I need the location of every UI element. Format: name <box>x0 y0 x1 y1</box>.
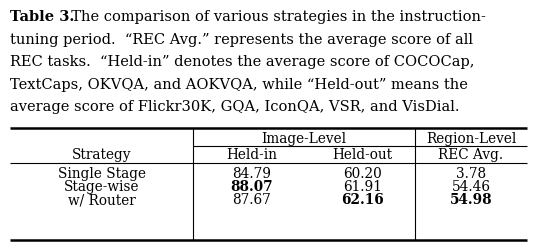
Text: 62.16: 62.16 <box>341 193 384 207</box>
Text: Table 3.: Table 3. <box>10 10 75 24</box>
Text: Image-Level: Image-Level <box>262 132 346 146</box>
Text: 3.78: 3.78 <box>456 167 486 181</box>
Text: w/ Router: w/ Router <box>68 193 135 207</box>
Text: Strategy: Strategy <box>72 148 131 162</box>
Text: 87.67: 87.67 <box>232 193 271 207</box>
Text: 60.20: 60.20 <box>343 167 382 181</box>
Text: TextCaps, OKVQA, and AOKVQA, while “Held-out” means the: TextCaps, OKVQA, and AOKVQA, while “Held… <box>10 77 468 91</box>
Text: 54.98: 54.98 <box>449 193 492 207</box>
Text: Stage-wise: Stage-wise <box>64 180 139 194</box>
Text: Single Stage: Single Stage <box>57 167 146 181</box>
Text: Held-in: Held-in <box>226 148 277 162</box>
Text: Held-out: Held-out <box>332 148 393 162</box>
Text: 84.79: 84.79 <box>232 167 271 181</box>
Text: Region-Level: Region-Level <box>426 132 516 146</box>
Text: 61.91: 61.91 <box>343 180 382 194</box>
Text: The comparison of various strategies in the instruction-: The comparison of various strategies in … <box>62 10 486 24</box>
Text: 88.07: 88.07 <box>230 180 273 194</box>
Text: REC Avg.: REC Avg. <box>438 148 504 162</box>
Text: average score of Flickr30K, GQA, IconQA, VSR, and VisDial.: average score of Flickr30K, GQA, IconQA,… <box>10 100 460 114</box>
Text: tuning period.  “REC Avg.” represents the average score of all: tuning period. “REC Avg.” represents the… <box>10 33 473 47</box>
Text: REC tasks.  “Held-in” denotes the average score of COCOCap,: REC tasks. “Held-in” denotes the average… <box>10 55 475 69</box>
Text: 54.46: 54.46 <box>452 180 490 194</box>
